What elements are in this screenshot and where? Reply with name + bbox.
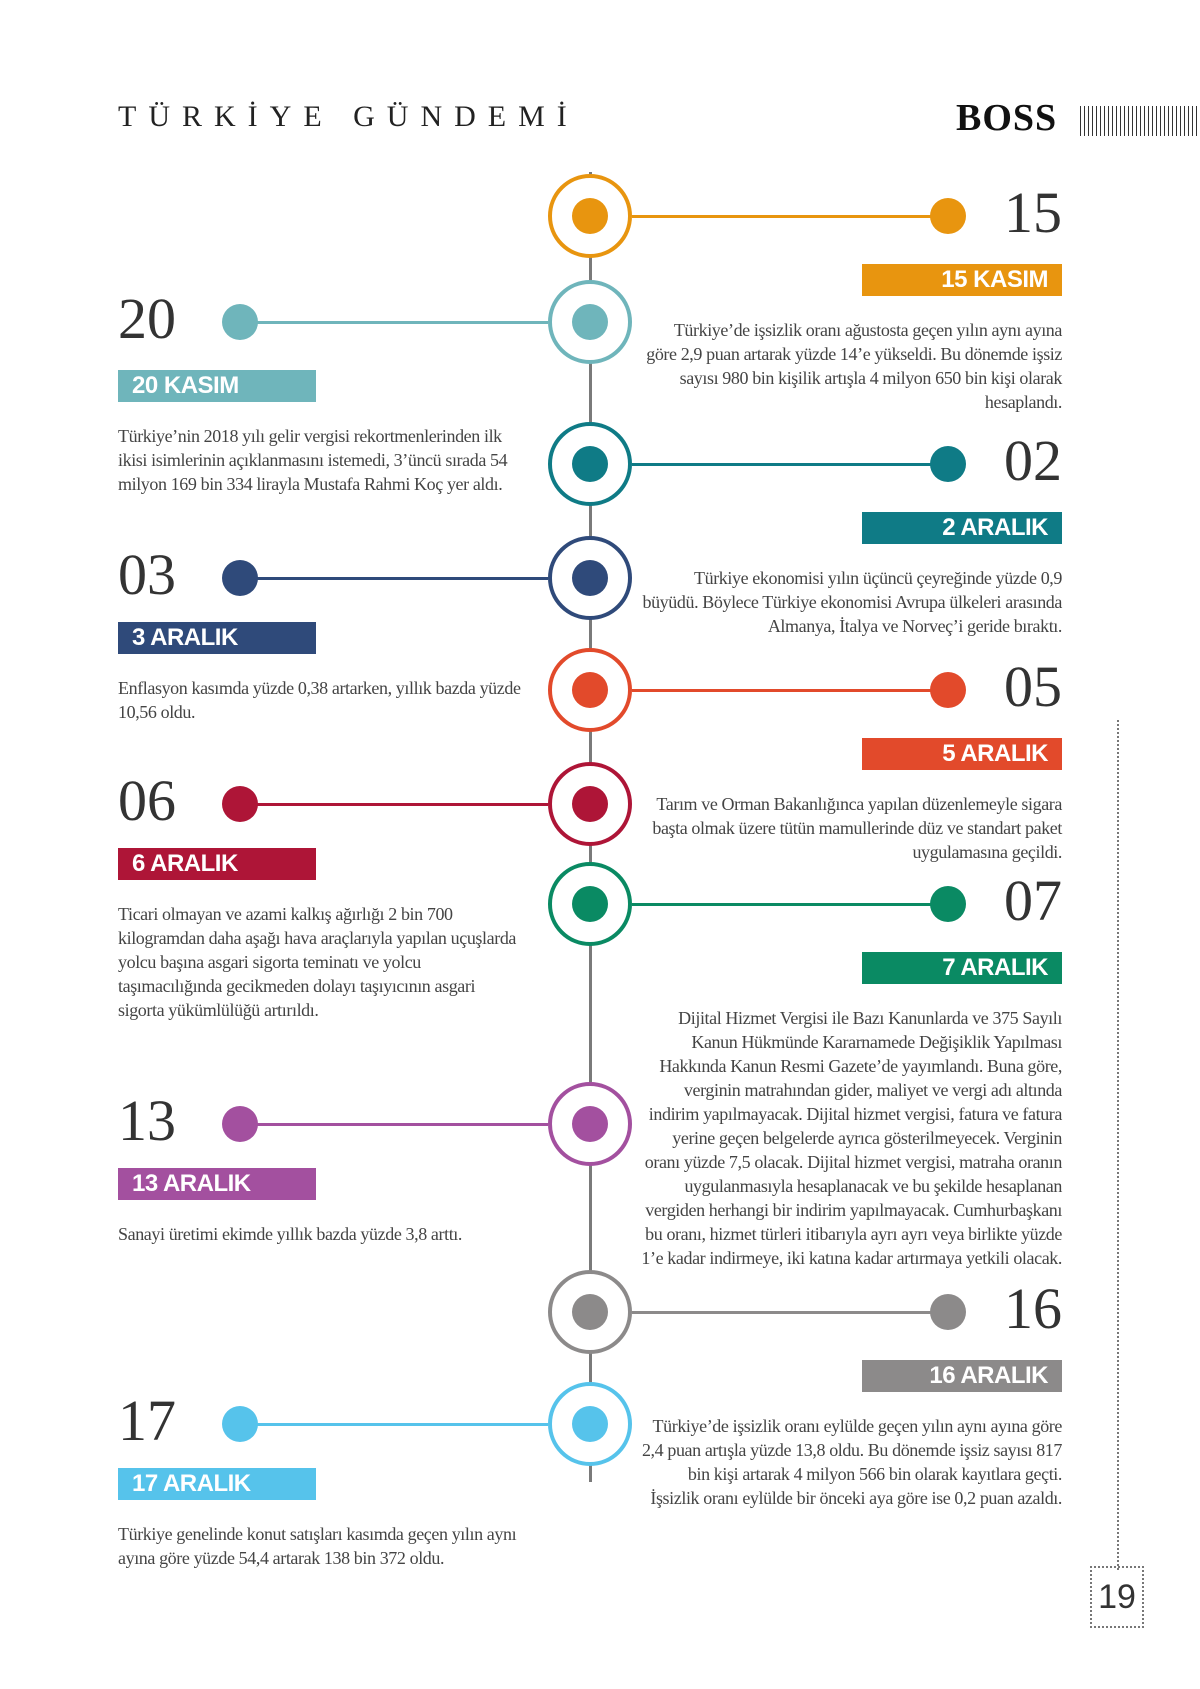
section-title: TÜRKİYE GÜNDEMİ (118, 100, 579, 133)
event-day-number: 15 (1004, 180, 1062, 245)
timeline-end-dot (930, 1294, 966, 1330)
event-date-tag: 5 ARALIK (862, 738, 1062, 770)
event-description: Türkiye’de işsizlik oranı ağustosta geçe… (646, 320, 1062, 412)
timeline-node-ring (548, 536, 632, 620)
timeline-node-ring (548, 862, 632, 946)
timeline-connector (632, 903, 948, 906)
event-day-number: 07 (1004, 868, 1062, 933)
page-number: 19 (1090, 1566, 1144, 1628)
timeline-connector (632, 463, 948, 466)
timeline-node-dot (572, 786, 608, 822)
event-description: Tarım ve Orman Bakanlığınca yapılan düze… (652, 794, 1062, 862)
event-day-number: 03 (118, 542, 176, 607)
timeline-end-dot (222, 560, 258, 596)
timeline-end-dot (222, 304, 258, 340)
event-date-tag: 7 ARALIK (862, 952, 1062, 984)
event-day-number: 13 (118, 1088, 176, 1153)
timeline-node-dot (572, 1406, 608, 1442)
barcode-decoration (1080, 106, 1200, 136)
event-description: Sanayi üretimi ekimde yıllık bazda yüzde… (118, 1224, 462, 1244)
event-date-tag: 13 ARALIK (118, 1168, 316, 1200)
timeline-node-ring (548, 648, 632, 732)
event-day-number: 16 (1004, 1276, 1062, 1341)
timeline-connector (632, 215, 948, 218)
timeline-connector (240, 1423, 548, 1426)
event-day-number: 05 (1004, 654, 1062, 719)
timeline-node-ring (548, 1270, 632, 1354)
timeline-node-dot (572, 1294, 608, 1330)
event-day-number: 20 (118, 286, 176, 351)
timeline-connector (632, 1311, 948, 1314)
event-day-number: 17 (118, 1388, 176, 1453)
timeline-end-dot (222, 1406, 258, 1442)
brand-logo: BOSS (956, 97, 1058, 139)
timeline-node-ring (548, 174, 632, 258)
timeline-node-ring (548, 1082, 632, 1166)
timeline-connector (240, 1123, 548, 1126)
timeline-end-dot (930, 446, 966, 482)
page-frame-line (1117, 720, 1121, 1570)
timeline-node-dot (572, 446, 608, 482)
event-description: Dijital Hizmet Vergisi ile Bazı Kanunlar… (641, 1008, 1062, 1268)
event-day-number: 02 (1004, 428, 1062, 493)
event-description: Ticari olmayan ve azami kalkış ağırlığı … (118, 904, 517, 1020)
event-date-tag: 20 KASIM (118, 370, 316, 402)
event-description: Enflasyon kasımda yüzde 0,38 artarken, y… (118, 678, 521, 722)
timeline-node-dot (572, 198, 608, 234)
event-description: Türkiye’de işsizlik oranı eylülde geçen … (641, 1416, 1062, 1508)
timeline-node-ring (548, 1382, 632, 1466)
timeline-end-dot (222, 786, 258, 822)
timeline-node-ring (548, 280, 632, 364)
timeline-node-dot (572, 886, 608, 922)
timeline-connector (632, 689, 948, 692)
event-date-tag: 3 ARALIK (118, 622, 316, 654)
event-date-tag: 16 ARALIK (862, 1360, 1062, 1392)
timeline-node-dot (572, 304, 608, 340)
event-description: Türkiye genelinde konut satışları kasımd… (118, 1524, 517, 1568)
timeline-end-dot (930, 886, 966, 922)
timeline-node-dot (572, 1106, 608, 1142)
timeline-connector (240, 577, 548, 580)
timeline-node-ring (548, 422, 632, 506)
timeline-end-dot (930, 672, 966, 708)
timeline-end-dot (222, 1106, 258, 1142)
timeline-node-dot (572, 560, 608, 596)
timeline-connector (240, 803, 548, 806)
timeline-end-dot (930, 198, 966, 234)
timeline-node-ring (548, 762, 632, 846)
event-description: Türkiye’nin 2018 yılı gelir vergisi reko… (118, 426, 508, 494)
event-day-number: 06 (118, 768, 176, 833)
event-date-tag: 15 KASIM (862, 264, 1062, 296)
event-date-tag: 6 ARALIK (118, 848, 316, 880)
timeline-connector (240, 321, 548, 324)
timeline-node-dot (572, 672, 608, 708)
event-date-tag: 17 ARALIK (118, 1468, 316, 1500)
event-description: Türkiye ekonomisi yılın üçüncü çeyreğind… (642, 568, 1062, 636)
event-date-tag: 2 ARALIK (862, 512, 1062, 544)
